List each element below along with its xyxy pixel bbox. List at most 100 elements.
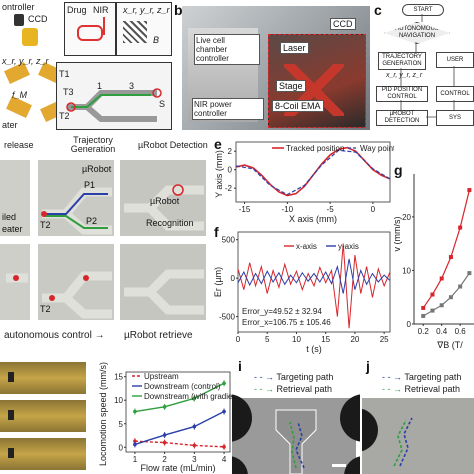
chart-f-xtick-label: 0 xyxy=(236,335,241,344)
chart-e-waypoint-line xyxy=(235,149,391,196)
chart-f-xtick-label: 20 xyxy=(350,335,359,344)
chart-h-ytick-label: 5 xyxy=(119,420,124,429)
chart-e-ytick-label: -2 xyxy=(225,184,233,193)
chart-h-line-1 xyxy=(134,410,225,446)
chart-h-xlabel: Flow rate (mL/min) xyxy=(140,463,215,473)
drug-inset: Drug NIR xyxy=(64,2,116,56)
camera-icon xyxy=(14,14,24,26)
i-targeting-label: - - → Targeting path xyxy=(254,372,333,382)
chart-g-xlabel: ∇B (T/ xyxy=(436,340,463,350)
channel-s: S xyxy=(159,99,166,109)
panel-i: i - - → Targeting path - - → Retrieval p… xyxy=(232,358,360,474)
panel-a: ontroller CCD x_r, y_r, z_r f_M ater Dru… xyxy=(0,0,172,132)
i-retrieval-text: Retrieval path xyxy=(276,384,333,394)
chart-g-line-0 xyxy=(422,189,470,309)
chart-h-xtick-label: 2 xyxy=(162,455,167,464)
channel-photo-2 xyxy=(0,400,86,432)
panel-h: 1 2 3 4 0 5 10 15 Flow rate (mL/min) Locomotion s… xyxy=(92,358,232,474)
chart-g-line-1 xyxy=(422,272,470,317)
panel-g: g 0.2 0.4 0.6 0 10 20 ∇B (T/v (mm/s) xyxy=(394,134,474,356)
chart-g-xtick-label: 0.6 xyxy=(455,327,467,336)
chart-f-legend-y: y-axis xyxy=(338,242,359,251)
chart-e-ytick-label: 2 xyxy=(228,147,233,156)
panel-a-fm: f_M xyxy=(12,90,28,100)
panel-a-ccd: CCD xyxy=(28,14,48,24)
chart-h-frame xyxy=(125,371,231,453)
hatched-icon xyxy=(123,21,147,43)
drug-label: Drug xyxy=(67,5,87,15)
chart-e-ytick-label: 0 xyxy=(228,166,233,175)
chart-e-xtick-label: -5 xyxy=(327,205,335,214)
recog-2: Recognition xyxy=(146,218,194,228)
particle-icon xyxy=(77,25,103,41)
ema-label: 8-Coil EMA xyxy=(272,100,324,112)
j-retrieval-text: Retrieval path xyxy=(404,384,461,394)
chart-g: 0.2 0.4 0.6 0 10 20 ∇B (T/v (mm/s) xyxy=(394,174,474,350)
dashed-arrow-icon: - - → xyxy=(254,384,277,394)
chart-h-ytick-label: 0 xyxy=(119,443,124,452)
panel-j-overlay xyxy=(362,408,413,467)
chart-g-ytick-label: 0 xyxy=(407,320,412,329)
flow-detection: µROBOT DETECTION xyxy=(376,110,428,126)
urobot-label: µRobot xyxy=(82,164,112,174)
panel-i-overlay xyxy=(232,394,360,474)
chart-g-point xyxy=(458,225,463,230)
panel-h-photos xyxy=(0,358,90,474)
p1-label: P1 xyxy=(84,180,96,190)
chart-h-ytick-label: 10 xyxy=(114,396,123,405)
chart-f-xtick-label: 10 xyxy=(292,335,301,344)
chart-h-point xyxy=(222,445,226,449)
channel-inset: T1 T2 T3 1 3 S xyxy=(56,62,172,130)
flow-control: CONTROL xyxy=(436,86,474,102)
chart-g-point xyxy=(430,292,435,297)
panel-label-b: b xyxy=(174,2,183,18)
chart-e-legend-tracked: Tracked position xyxy=(286,144,344,153)
chart-h-point xyxy=(133,409,137,414)
channel-diagram xyxy=(66,88,162,122)
channel-3: 3 xyxy=(129,81,135,91)
retrieve-label: µRobot retrieve xyxy=(124,330,193,341)
dashed-arrow-icon: - - → xyxy=(382,372,405,382)
chart-f: 0 5 10 15 20 25 500 0 -500 t (s) Er (µm) x-axis y-ax… xyxy=(214,231,391,354)
chart-g-point xyxy=(448,255,453,260)
nir-power-label: NIR power controller xyxy=(192,98,264,120)
chart-e-xtick-label: 0 xyxy=(371,205,376,214)
flow-trajectory: TRAJECTORY GENERATION xyxy=(378,52,426,70)
panel-a-coords: x_r, y_r, z_r xyxy=(2,56,49,66)
chart-f-xlabel: t (s) xyxy=(306,344,322,354)
chart-g-point xyxy=(448,295,453,300)
flow-start: START xyxy=(402,4,444,16)
chart-e: -15 -10 -5 0 2 0 -2 X axis (mm) Y axis (mm) Track… xyxy=(214,141,394,224)
particle-marker xyxy=(8,410,14,420)
chart-e-xlabel: X axis (mm) xyxy=(289,214,337,224)
chart-h-line-0 xyxy=(134,440,225,448)
chart-h-point xyxy=(222,409,226,414)
chart-h-xtick-label: 4 xyxy=(222,455,227,464)
i-retrieval-label: - - → Retrieval path xyxy=(254,384,332,394)
panel-label-g: g xyxy=(394,162,403,178)
chart-g-point xyxy=(467,271,472,276)
panel-label-j: j xyxy=(366,358,370,374)
chart-g-xtick-label: 0.2 xyxy=(418,327,430,336)
nir-label: NIR xyxy=(93,5,109,15)
chart-h-point xyxy=(133,442,137,447)
chart-g-point xyxy=(421,305,426,310)
heater-2: eater xyxy=(2,224,23,234)
channel-t3: T3 xyxy=(63,87,74,97)
field-inset: x_r, y_r, z_r B xyxy=(116,2,172,56)
channel-t2: T2 xyxy=(59,111,70,121)
field-b: B xyxy=(153,35,160,45)
chart-g-point xyxy=(458,284,463,289)
chart-e-tracked-line xyxy=(235,146,391,197)
chart-f-x-line xyxy=(237,243,391,329)
chart-g-ylabel: v (mm/s) xyxy=(394,217,402,252)
chart-h-line-2 xyxy=(134,382,225,413)
flow-coords: x_r, y_r, z_r xyxy=(386,72,423,79)
dashed-arrow-icon: - - → xyxy=(382,384,405,394)
panel-b: b Live cell chamber controller NIR power… xyxy=(172,0,372,132)
chart-f-error-x: Error_x=106.75 ± 105.46 xyxy=(242,318,331,327)
j-retrieval-label: - - → Retrieval path xyxy=(382,384,460,394)
panel-c: c START AUTONOMOUS NAVIGATION TRAJECTORY… xyxy=(372,0,474,132)
panel-d: release Trajectory Generation µRobot Det… xyxy=(0,134,212,354)
chart-g-ytick-label: 10 xyxy=(402,266,411,275)
